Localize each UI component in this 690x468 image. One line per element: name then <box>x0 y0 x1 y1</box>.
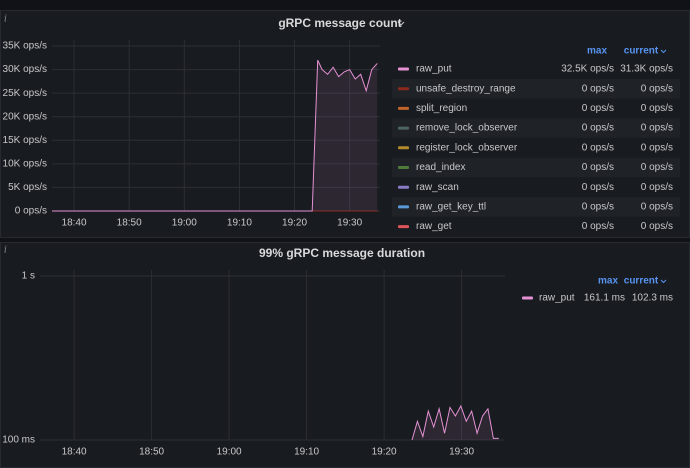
legend-swatch <box>398 166 409 169</box>
x-tick-label: 19:20 <box>282 218 307 229</box>
legend-row-bg <box>392 197 680 217</box>
legend-name: raw_get_key_ttl <box>416 202 486 213</box>
legend-current: 0 ops/s <box>641 83 673 94</box>
legend-header: max <box>587 46 607 57</box>
panel-content: 100 ms 1 s 18:40 18:50 19:00 19:10 19:20 19:30 m… <box>2 270 673 458</box>
legend-name: read_index <box>416 162 465 173</box>
panel-title[interactable]: gRPC message count <box>278 16 401 30</box>
legend-max: 161.1 ms <box>584 293 625 304</box>
legend-current: 0 ops/s <box>641 103 673 114</box>
legend-name: remove_lock_observer <box>416 123 518 134</box>
legend-name: raw_get <box>416 221 452 232</box>
y-tick-label: 0 ops/s <box>15 206 47 217</box>
info-icon[interactable]: i <box>4 15 7 25</box>
x-tick-label: 18:50 <box>139 447 164 458</box>
legend-name: register_lock_observer <box>416 142 518 153</box>
legend-max: 0 ops/s <box>582 221 614 232</box>
legend-current: 102.3 ms <box>632 293 673 304</box>
legend-name: raw_scan <box>416 182 459 193</box>
legend-row-bg <box>392 78 680 99</box>
legend-swatch <box>522 296 533 300</box>
panel-content: 0 ops/s 5K ops/s 10K ops/s 15K ops/s 20K ops… <box>3 40 680 232</box>
legend-current: 0 ops/s <box>641 142 673 153</box>
y-tick-label: 5K ops/s <box>8 182 47 193</box>
legend-header: current <box>624 46 659 57</box>
legend-swatch <box>398 146 409 150</box>
menu-caret[interactable] <box>397 21 405 26</box>
legend-max: 0 ops/s <box>582 83 614 94</box>
sort-caret <box>660 49 667 54</box>
x-tick-label: 19:20 <box>372 447 397 458</box>
legend-row-bg <box>392 157 680 178</box>
series-area <box>52 60 378 212</box>
legend-swatch <box>398 106 409 110</box>
x-tick-label: 19:00 <box>172 218 197 229</box>
legend-max: 0 ops/s <box>582 103 614 114</box>
legend-current: 0 ops/s <box>641 123 673 134</box>
legend-row-bg <box>392 118 680 138</box>
legend-current: 0 ops/s <box>641 202 673 213</box>
legend-max: 0 ops/s <box>582 182 614 193</box>
legend-swatch <box>398 67 409 71</box>
legend-swatch <box>398 126 409 130</box>
y-tick-label: 1 s <box>22 271 35 282</box>
series-line <box>411 404 499 441</box>
legend-current: 31.3K ops/s <box>620 64 673 75</box>
y-tick-label: 35K ops/s <box>3 41 47 52</box>
legend-swatch <box>398 205 409 209</box>
x-tick-label: 19:30 <box>337 218 362 229</box>
x-tick-label: 19:10 <box>227 218 252 229</box>
x-tick-label: 19:30 <box>449 447 474 458</box>
y-tick-label: 10K ops/s <box>3 158 47 169</box>
y-tick-label: 100 ms <box>2 435 35 446</box>
series-area <box>412 406 499 440</box>
x-tick-label: 19:10 <box>294 447 319 458</box>
legend-name: unsafe_destroy_range <box>416 83 516 94</box>
x-tick-label: 18:50 <box>117 218 142 229</box>
legend-current: 0 ops/s <box>641 162 673 173</box>
panel-title[interactable]: 99% gRPC message duration <box>259 246 425 260</box>
y-tick-label: 30K ops/s <box>3 64 47 75</box>
legend-max: 0 ops/s <box>582 123 614 134</box>
sort-caret <box>660 279 667 284</box>
legend-swatch <box>398 185 409 189</box>
y-tick-label: 20K ops/s <box>3 111 47 122</box>
series-line <box>52 59 378 212</box>
legend-max: 0 ops/s <box>582 202 614 213</box>
panel <box>0 242 690 468</box>
legend-max: 0 ops/s <box>582 142 614 153</box>
y-tick-label: 25K ops/s <box>3 88 47 99</box>
x-tick-label: 18:40 <box>62 447 87 458</box>
x-tick-label: 18:40 <box>62 218 87 229</box>
info-icon[interactable]: i <box>4 246 7 256</box>
legend-header: max <box>598 276 618 287</box>
legend-swatch <box>398 87 409 91</box>
legend-current: 0 ops/s <box>641 182 673 193</box>
legend-swatch <box>398 225 409 229</box>
legend-name: split_region <box>416 103 467 114</box>
legend-max: 32.5K ops/s <box>561 64 614 75</box>
legend-name: raw_put <box>539 293 575 304</box>
legend-max: 0 ops/s <box>582 162 614 173</box>
x-tick-label: 19:00 <box>217 447 242 458</box>
legend-name: raw_put <box>416 64 452 75</box>
legend-current: 0 ops/s <box>641 221 673 232</box>
legend-header: current <box>624 276 659 287</box>
y-tick-label: 15K ops/s <box>3 135 47 146</box>
